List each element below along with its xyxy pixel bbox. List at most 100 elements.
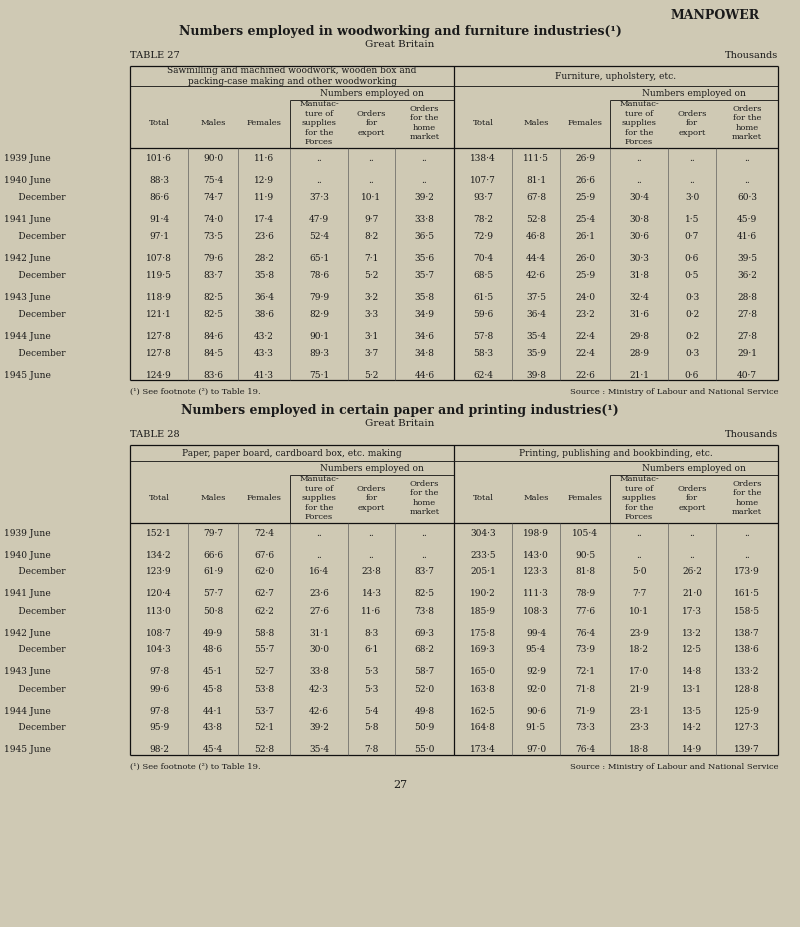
Text: 138·4: 138·4 (470, 154, 496, 162)
Text: ..: .. (422, 154, 427, 162)
Text: ..: .. (744, 528, 750, 538)
Text: 26·1: 26·1 (575, 232, 595, 240)
Text: 12·5: 12·5 (682, 645, 702, 654)
Text: TABLE 27: TABLE 27 (130, 50, 180, 59)
Text: 7·1: 7·1 (364, 253, 378, 262)
Text: 127·3: 127·3 (734, 723, 760, 732)
Text: 21·9: 21·9 (629, 684, 649, 693)
Text: 14·3: 14·3 (362, 590, 382, 599)
Text: 78·6: 78·6 (309, 271, 329, 280)
Text: 35·4: 35·4 (526, 332, 546, 340)
Text: ..: .. (369, 175, 374, 184)
Text: 57·8: 57·8 (473, 332, 493, 340)
Text: 86·6: 86·6 (149, 193, 169, 201)
Text: 73·3: 73·3 (575, 723, 595, 732)
Text: 53·7: 53·7 (254, 706, 274, 716)
Text: 0·7: 0·7 (685, 232, 699, 240)
Text: 169·3: 169·3 (470, 645, 496, 654)
Text: 44·1: 44·1 (203, 706, 223, 716)
Text: 138·6: 138·6 (734, 645, 760, 654)
Text: 14·9: 14·9 (682, 745, 702, 755)
Text: 23·8: 23·8 (362, 567, 382, 577)
Text: 82·9: 82·9 (309, 310, 329, 319)
Text: ..: .. (369, 528, 374, 538)
Text: Numbers employed on: Numbers employed on (642, 464, 746, 473)
Text: 98·2: 98·2 (149, 745, 169, 755)
Text: ..: .. (636, 154, 642, 162)
Text: Numbers employed in woodworking and furniture industries(¹): Numbers employed in woodworking and furn… (178, 24, 622, 37)
Text: December: December (4, 193, 80, 201)
Text: 3·2: 3·2 (365, 293, 378, 301)
Text: 82·5: 82·5 (203, 293, 223, 301)
Text: 49·9: 49·9 (203, 629, 223, 638)
Text: 81·1: 81·1 (526, 175, 546, 184)
Text: 22·6: 22·6 (575, 371, 595, 379)
Text: 83·7: 83·7 (203, 271, 223, 280)
Text: ..: .. (636, 551, 642, 560)
Text: ..: .. (689, 175, 695, 184)
Text: Numbers employed on: Numbers employed on (642, 88, 746, 97)
Text: ..: .. (422, 175, 427, 184)
Text: 127·8: 127·8 (146, 332, 172, 340)
Text: 34·6: 34·6 (414, 332, 434, 340)
Text: 35·8: 35·8 (414, 293, 434, 301)
Text: 13·5: 13·5 (682, 706, 702, 716)
Text: 39·5: 39·5 (737, 253, 757, 262)
Text: 34·8: 34·8 (414, 349, 434, 358)
Text: 3·0: 3·0 (685, 193, 699, 201)
Text: Manufac-
ture of
supplies
for the
Forces: Manufac- ture of supplies for the Forces (299, 100, 339, 146)
Text: 55·7: 55·7 (254, 645, 274, 654)
Text: 11·9: 11·9 (254, 193, 274, 201)
Text: 16·4: 16·4 (309, 567, 329, 577)
Text: 36·2: 36·2 (737, 271, 757, 280)
Text: 73·9: 73·9 (575, 645, 595, 654)
Text: Source : Ministry of Labour and National Service: Source : Ministry of Labour and National… (570, 388, 778, 396)
Text: 143·0: 143·0 (523, 551, 549, 560)
Text: 97·0: 97·0 (526, 745, 546, 755)
Text: Source : Ministry of Labour and National Service: Source : Ministry of Labour and National… (570, 763, 778, 771)
Text: 35·8: 35·8 (254, 271, 274, 280)
Text: 10·1: 10·1 (362, 193, 382, 201)
Text: 29·8: 29·8 (629, 332, 649, 340)
Text: ..: .. (316, 154, 322, 162)
Text: 97·1: 97·1 (149, 232, 169, 240)
Text: 5·2: 5·2 (364, 371, 378, 379)
Text: 36·4: 36·4 (526, 310, 546, 319)
Text: 75·1: 75·1 (309, 371, 329, 379)
Text: Orders
for the
home
market: Orders for the home market (410, 105, 439, 141)
Text: 12·9: 12·9 (254, 175, 274, 184)
Text: ..: .. (422, 528, 427, 538)
Text: 17·0: 17·0 (629, 667, 649, 677)
Text: 40·7: 40·7 (737, 371, 757, 379)
Text: 0·6: 0·6 (685, 371, 699, 379)
Text: December: December (4, 271, 80, 280)
Text: 89·3: 89·3 (309, 349, 329, 358)
Text: 185·9: 185·9 (470, 606, 496, 616)
Text: 26·2: 26·2 (682, 567, 702, 577)
Text: 1945 June: 1945 June (4, 745, 82, 755)
Text: Total: Total (149, 119, 170, 127)
Text: 152·1: 152·1 (146, 528, 172, 538)
Text: 8·2: 8·2 (364, 232, 378, 240)
Text: 0·3: 0·3 (685, 349, 699, 358)
Text: 43·3: 43·3 (254, 349, 274, 358)
Text: 30·0: 30·0 (309, 645, 329, 654)
Text: Numbers employed on: Numbers employed on (320, 88, 424, 97)
Text: 27·8: 27·8 (737, 332, 757, 340)
Text: 52·1: 52·1 (254, 723, 274, 732)
Text: 31·1: 31·1 (309, 629, 329, 638)
Text: 18·2: 18·2 (629, 645, 649, 654)
Text: 30·3: 30·3 (629, 253, 649, 262)
Text: 29·1: 29·1 (737, 349, 757, 358)
Text: 97·8: 97·8 (149, 706, 169, 716)
Text: 28·2: 28·2 (254, 253, 274, 262)
Text: Great Britain: Great Britain (366, 418, 434, 427)
Text: 13·1: 13·1 (682, 684, 702, 693)
Text: 45·9: 45·9 (737, 214, 757, 223)
Text: 41·3: 41·3 (254, 371, 274, 379)
Text: 35·9: 35·9 (526, 349, 546, 358)
Text: Manufac-
ture of
supplies
for the
Forces: Manufac- ture of supplies for the Forces (619, 475, 659, 521)
Text: 90·1: 90·1 (309, 332, 329, 340)
Text: Orders
for
export: Orders for export (357, 485, 386, 512)
Text: 17·4: 17·4 (254, 214, 274, 223)
